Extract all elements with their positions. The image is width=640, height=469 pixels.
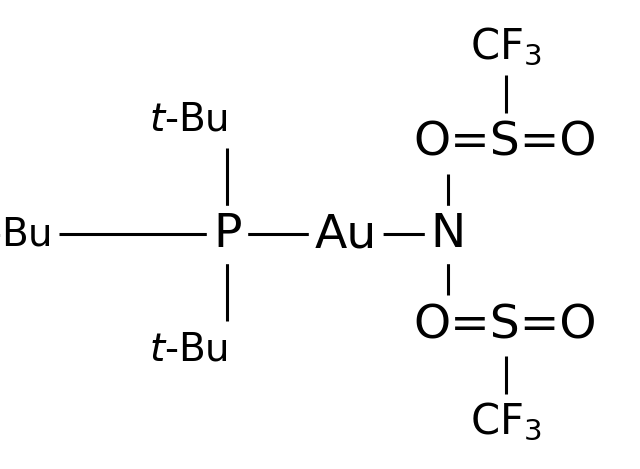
Text: S: S	[491, 303, 520, 348]
Text: O=S=O: O=S=O	[414, 303, 597, 348]
Text: S: S	[491, 121, 520, 166]
Text: Au: Au	[314, 212, 377, 257]
Text: O=S=O: O=S=O	[414, 121, 597, 166]
Text: P: P	[213, 212, 241, 257]
Text: N: N	[430, 212, 466, 257]
Text: $\mathit{t}$-Bu: $\mathit{t}$-Bu	[149, 100, 228, 139]
Text: $\mathit{t}$-Bu: $\mathit{t}$-Bu	[149, 330, 228, 369]
Text: CF$_3$: CF$_3$	[470, 26, 541, 68]
Text: CF$_3$: CF$_3$	[470, 401, 541, 443]
Text: $\mathit{t}$-Bu: $\mathit{t}$-Bu	[0, 215, 51, 254]
